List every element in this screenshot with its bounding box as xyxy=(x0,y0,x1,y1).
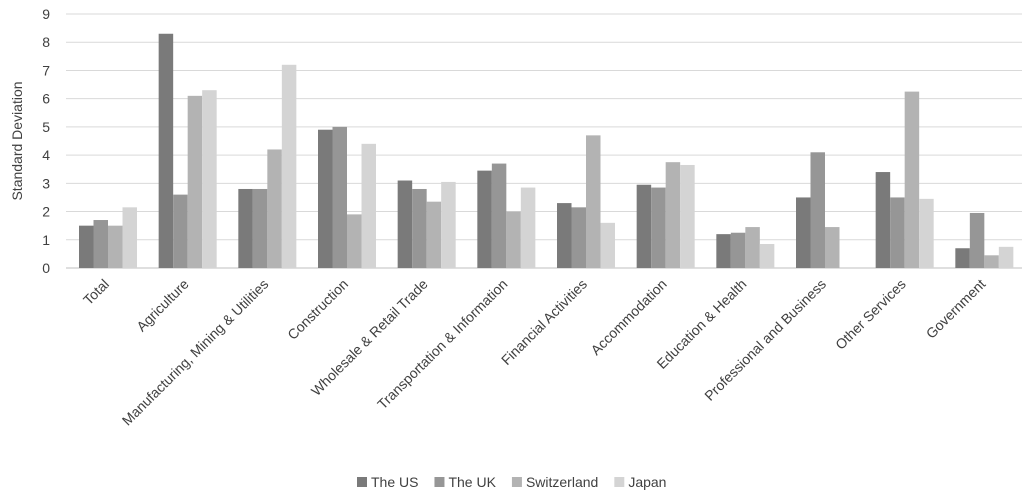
bar-the-us xyxy=(875,172,891,268)
bar-the-uk xyxy=(571,207,586,268)
legend-swatch xyxy=(614,477,625,487)
y-axis-label: Standard Deviation xyxy=(9,81,25,200)
bar-the-us xyxy=(477,170,492,268)
y-tick-label: 3 xyxy=(42,175,50,191)
y-tick-label: 2 xyxy=(42,204,50,220)
x-tick-label: Transportation & Information xyxy=(374,276,510,412)
legend-label: The US xyxy=(371,474,418,490)
legend[interactable]: The US The UK Switzerland Japan xyxy=(357,474,666,490)
bar-the-uk xyxy=(173,194,188,268)
bar-the-uk xyxy=(332,126,347,268)
bar-the-us xyxy=(158,33,174,268)
bar-the-uk xyxy=(651,187,666,268)
legend-item-switzerland[interactable]: Switzerland xyxy=(511,474,598,490)
bars xyxy=(79,33,1014,268)
x-tick-label: Manufacturing, Mining & Utilities xyxy=(119,276,272,429)
bar-the-us xyxy=(716,234,731,268)
bar-japan xyxy=(998,246,1014,268)
bar-japan xyxy=(122,207,137,268)
bar-switzerland xyxy=(904,91,920,268)
y-tick-label: 8 xyxy=(42,34,50,50)
bar-japan xyxy=(361,143,376,268)
bar-the-us xyxy=(318,129,333,268)
legend-label: The UK xyxy=(448,474,496,490)
bar-the-uk xyxy=(810,152,825,268)
bar-the-us xyxy=(397,180,413,268)
bar-switzerland xyxy=(108,225,123,268)
x-tick-label: Accommodation xyxy=(587,276,669,358)
bar-switzerland xyxy=(825,227,840,268)
bar-the-us xyxy=(796,197,811,268)
legend-item-the-uk[interactable]: The UK xyxy=(434,474,497,490)
bar-japan xyxy=(680,164,695,268)
legend-swatch xyxy=(511,477,522,487)
bar-the-uk xyxy=(252,188,268,268)
bar-japan xyxy=(520,187,536,268)
legend-label: Switzerland xyxy=(526,474,598,490)
bar-switzerland xyxy=(984,255,999,268)
bar-japan xyxy=(919,198,934,268)
bar-the-us xyxy=(955,248,970,268)
bar-japan xyxy=(441,181,456,268)
y-tick-label: 7 xyxy=(42,62,50,78)
bar-the-uk xyxy=(969,212,985,268)
y-axis-ticks: 0 1 2 3 4 5 6 7 8 9 xyxy=(42,6,50,276)
x-tick-label: Financial Activities xyxy=(498,276,590,368)
y-tick-label: 6 xyxy=(42,91,50,107)
bar-switzerland xyxy=(586,135,601,268)
x-tick-label: Agriculture xyxy=(133,276,192,335)
legend-item-japan[interactable]: Japan xyxy=(614,474,666,490)
legend-label: Japan xyxy=(628,474,666,490)
bar-the-uk xyxy=(890,197,905,268)
bar-the-us xyxy=(557,203,572,268)
bar-the-uk xyxy=(93,220,108,268)
bar-japan xyxy=(600,222,615,268)
bar-japan xyxy=(281,64,297,268)
bar-the-us xyxy=(79,225,94,268)
gridlines xyxy=(66,13,1022,269)
y-tick-label: 5 xyxy=(42,119,50,135)
bar-japan xyxy=(202,90,217,268)
y-tick-label: 4 xyxy=(42,147,50,163)
bar-japan xyxy=(759,244,775,268)
bar-the-uk xyxy=(730,232,746,268)
bar-the-uk xyxy=(412,188,427,268)
x-tick-label: Total xyxy=(80,276,112,308)
legend-swatch xyxy=(434,477,445,487)
bar-the-us xyxy=(238,188,253,268)
bar-switzerland xyxy=(187,95,203,268)
bar-the-uk xyxy=(491,163,507,268)
bar-switzerland xyxy=(745,227,760,268)
bar-switzerland xyxy=(267,149,282,268)
legend-swatch xyxy=(357,477,367,487)
x-tick-label: Other Services xyxy=(832,276,909,353)
y-tick-label: 0 xyxy=(42,260,50,276)
x-tick-label: Construction xyxy=(284,276,351,343)
bar-switzerland xyxy=(506,211,521,268)
bar-switzerland xyxy=(665,162,681,268)
legend-item-the-us[interactable]: The US xyxy=(357,474,418,490)
y-tick-label: 9 xyxy=(42,6,50,22)
x-tick-label: Government xyxy=(923,276,989,342)
bar-switzerland xyxy=(347,214,362,268)
y-tick-label: 1 xyxy=(42,232,50,248)
bar-the-us xyxy=(636,184,652,268)
bar-switzerland xyxy=(426,201,442,268)
